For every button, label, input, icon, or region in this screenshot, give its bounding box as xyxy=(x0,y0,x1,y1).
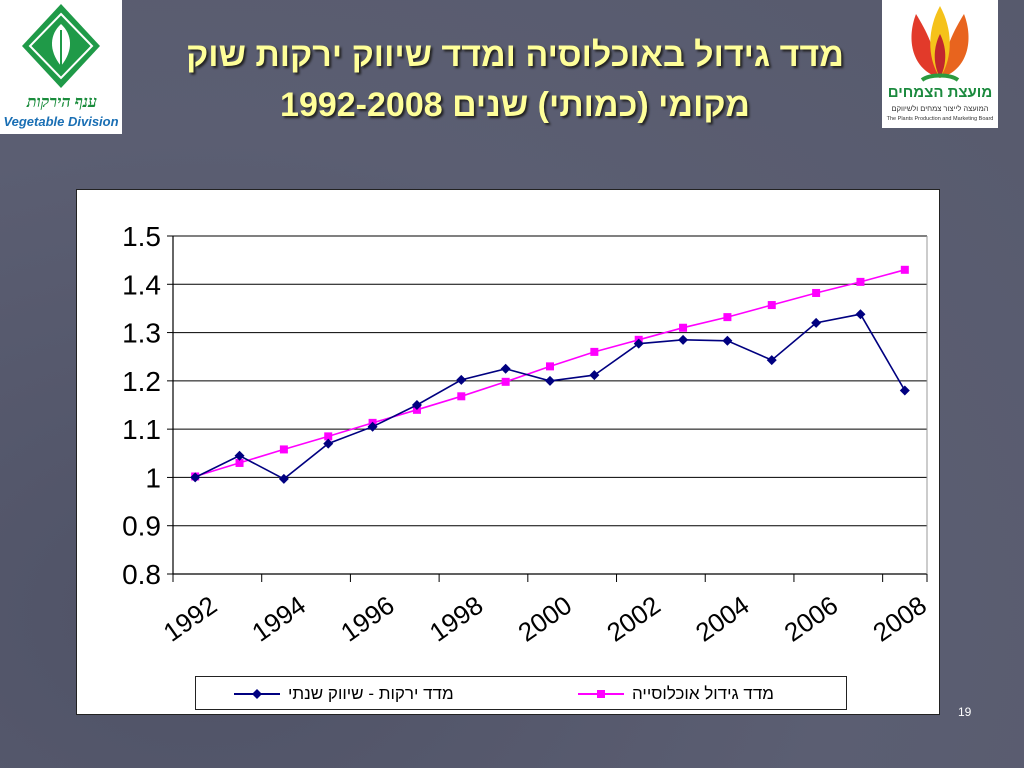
y-tick-label: 0.8 xyxy=(122,559,161,590)
data-point-vegetables xyxy=(545,375,555,386)
data-point-vegetables xyxy=(234,450,245,461)
data-point-population xyxy=(767,301,776,310)
x-tick-label: 2006 xyxy=(779,590,844,648)
y-tick-label: 1.4 xyxy=(122,269,161,300)
logo-right-english-subtitle: The Plants Production and Marketing Boar… xyxy=(886,116,994,122)
data-point-population xyxy=(457,392,466,401)
x-tick-label: 1992 xyxy=(158,590,223,648)
data-point-vegetables xyxy=(500,363,511,374)
data-point-vegetables xyxy=(722,335,733,346)
data-point-population xyxy=(900,265,909,274)
data-point-population xyxy=(679,323,688,332)
x-tick-label: 1996 xyxy=(335,590,400,648)
data-point-population xyxy=(235,458,244,467)
data-point-vegetables xyxy=(589,370,600,381)
data-point-vegetables xyxy=(190,472,201,483)
y-tick-label: 1.3 xyxy=(122,318,161,349)
y-tick-label: 1.5 xyxy=(122,221,161,252)
data-point-vegetables xyxy=(855,309,866,320)
data-point-population xyxy=(324,432,333,441)
y-tick-label: 0.9 xyxy=(122,511,161,542)
data-point-population xyxy=(546,362,554,371)
logo-left-english-text: Vegetable Division xyxy=(3,114,119,129)
data-point-population xyxy=(501,377,510,386)
slide-title: מדד גידול באוכלוסיה ומדד שיווק ירקות שוק… xyxy=(120,30,910,130)
data-point-population xyxy=(590,347,599,356)
x-tick-label: 2004 xyxy=(690,590,755,648)
chart-frame: 1.5 1.4 1.3 1.2 1.1 1 0.9 0.8 1992 1994 1996 1998 20… xyxy=(76,189,940,715)
data-point-vegetables xyxy=(411,400,422,410)
y-tick-label: 1 xyxy=(145,462,161,493)
square-marker-icon xyxy=(576,684,626,704)
x-tick-label: 2002 xyxy=(601,590,666,648)
series-line-population xyxy=(194,269,906,478)
leaf-diamond-icon xyxy=(22,4,100,88)
data-point-population xyxy=(723,313,732,322)
data-point-vegetables xyxy=(766,355,777,366)
series-line-vegetables xyxy=(194,313,906,480)
plants-board-logo: מועצת הצמחים המועצה לייצור צמחים ולשיווק… xyxy=(882,0,998,128)
x-tick-label: 2000 xyxy=(513,590,578,648)
logo-right-hebrew-name: מועצת הצמחים xyxy=(887,84,993,101)
x-tick-label: 2008 xyxy=(867,590,932,648)
data-point-population xyxy=(812,288,821,297)
y-tick-label: 1.2 xyxy=(122,366,161,397)
data-point-population xyxy=(856,277,865,286)
page-number: 19 xyxy=(958,705,972,719)
data-point-vegetables xyxy=(278,473,289,484)
data-point-population xyxy=(279,445,288,454)
slide-title-line-1: מדד גידול באוכלוסיה ומדד שיווק ירקות שוק xyxy=(186,36,844,74)
y-tick-label: 1.1 xyxy=(122,414,161,445)
legend-label-vegetables: מדד ירקות - שיווק שנתי xyxy=(288,684,454,703)
diamond-marker-icon xyxy=(232,684,282,704)
flower-petals-icon xyxy=(911,6,969,82)
legend-item-population: מדד גידול אוכלוסייה xyxy=(576,683,774,705)
data-point-vegetables xyxy=(456,374,467,385)
vegetable-division-logo: ענף הירקות Vegetable Division xyxy=(0,0,122,134)
slide-title-line-2: מקומי (כמותי) שנים 1992-2008 xyxy=(280,86,750,124)
data-point-vegetables xyxy=(678,334,689,345)
x-tick-label: 1998 xyxy=(424,590,489,648)
data-point-vegetables xyxy=(633,338,644,349)
data-point-vegetables xyxy=(323,438,334,449)
data-point-vegetables xyxy=(899,385,910,396)
logo-left-hebrew-text: ענף הירקות xyxy=(26,94,98,111)
legend-item-vegetables: מדד ירקות - שיווק שנתי xyxy=(232,683,454,705)
data-point-vegetables xyxy=(811,317,822,328)
x-tick-label: 1994 xyxy=(246,590,311,648)
legend-label-population: מדד גידול אוכלוסייה xyxy=(632,684,774,703)
data-point-vegetables xyxy=(367,421,378,432)
chart-legend: מדד ירקות - שיווק שנתי מדד גידול אוכלוסי… xyxy=(195,676,847,710)
logo-right-hebrew-subtitle: המועצה לייצור צמחים ולשיווקם xyxy=(891,104,989,113)
